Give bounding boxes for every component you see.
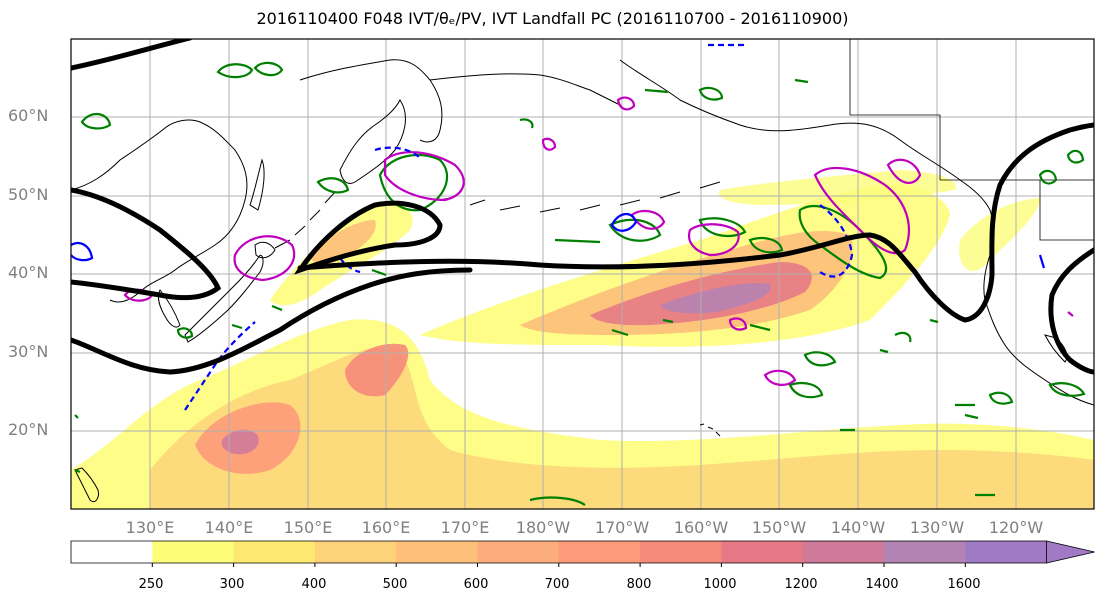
theta-e-east bbox=[1048, 247, 1094, 375]
border-canada bbox=[849, 39, 1094, 241]
coast-sakhalin bbox=[249, 158, 265, 211]
colorbar-tick-400: 400 bbox=[301, 577, 327, 592]
lat-label-50n: 50°N bbox=[8, 185, 49, 204]
lon-label-140e: 140°E bbox=[204, 518, 254, 537]
theta-e-west-loop bbox=[71, 187, 222, 301]
lat-label-20n: 20°N bbox=[8, 420, 49, 439]
lon-label-160w: 160°W bbox=[673, 518, 729, 537]
colorbar-extend-arrow bbox=[1046, 540, 1095, 564]
map-plot-area bbox=[71, 39, 1094, 509]
lon-label-130w: 130°W bbox=[909, 518, 965, 537]
colorbar-segment bbox=[233, 541, 316, 563]
colorbar-tick-1600: 1600 bbox=[947, 577, 981, 592]
lon-label-130e: 130°E bbox=[125, 518, 175, 537]
lon-label-140w: 140°W bbox=[830, 518, 886, 537]
theta-e-south bbox=[71, 267, 473, 375]
lon-label-120w: 120°W bbox=[988, 518, 1044, 537]
colorbar-segment bbox=[396, 541, 478, 563]
map-title: 2016110400 F048 IVT/θₑ/PV, IVT Landfall … bbox=[256, 9, 849, 28]
ivt-ar-core bbox=[660, 283, 771, 314]
coast-kurils bbox=[274, 191, 336, 249]
colorbar-tick-500: 500 bbox=[382, 577, 408, 592]
colorbar-segment bbox=[802, 541, 885, 563]
colorbar-tick-300: 300 bbox=[219, 577, 245, 592]
colorbar-tick-800: 800 bbox=[626, 577, 652, 592]
lon-label-170e: 170°E bbox=[440, 518, 490, 537]
colorbar-tick-250: 250 bbox=[138, 577, 164, 592]
theta-e-main bbox=[297, 122, 1094, 323]
pv-contours-magenta bbox=[123, 96, 1074, 386]
colorbar-tick-1000: 1000 bbox=[703, 577, 737, 592]
colorbar-segment bbox=[477, 541, 560, 563]
coastlines bbox=[71, 39, 1094, 503]
colorbar-tick-700: 700 bbox=[544, 577, 570, 592]
ivt-west-coast bbox=[959, 198, 1040, 271]
coast-hawaii bbox=[699, 423, 721, 437]
colorbar-segment bbox=[314, 541, 397, 563]
colorbar-segment bbox=[965, 541, 1048, 563]
coast-kamchatka bbox=[339, 99, 406, 184]
theta-e-contours bbox=[71, 39, 1094, 375]
colorbar-segment bbox=[558, 541, 641, 563]
colorbar-segment bbox=[71, 541, 153, 563]
lon-label-180w: 180°W bbox=[515, 518, 571, 537]
lat-label-30n: 30°N bbox=[8, 342, 49, 361]
colorbar-segment bbox=[721, 541, 804, 563]
pv-contours-blue bbox=[71, 43, 1046, 411]
lon-label-160e: 160°E bbox=[361, 518, 411, 537]
colorbar-segment bbox=[152, 541, 235, 563]
lat-label-40n: 40°N bbox=[8, 263, 49, 282]
lon-label-170w: 170°W bbox=[594, 518, 650, 537]
coast-korea bbox=[157, 289, 181, 328]
ivt-core-160E bbox=[345, 343, 409, 397]
colorbar-tick-1400: 1400 bbox=[865, 577, 899, 592]
coast-siberia-north bbox=[299, 59, 443, 143]
coast-hokkaido bbox=[254, 241, 276, 259]
colorbar-tick-600: 600 bbox=[463, 577, 489, 592]
coast-japan bbox=[184, 254, 264, 343]
ivt-kuril-inner bbox=[310, 220, 376, 264]
lon-label-150w: 150°W bbox=[751, 518, 807, 537]
colorbar bbox=[70, 540, 1095, 567]
colorbar-tick-1200: 1200 bbox=[784, 577, 818, 592]
ivt-core-140E-max bbox=[221, 429, 259, 455]
theta-e-kuril-loop bbox=[293, 200, 443, 275]
pv-contours-green bbox=[74, 61, 1086, 506]
map-frame bbox=[70, 38, 1095, 510]
coast-asia bbox=[71, 119, 248, 303]
coast-chukotka bbox=[429, 73, 621, 106]
lat-label-60n: 60°N bbox=[8, 106, 49, 125]
lon-label-150e: 150°E bbox=[283, 518, 333, 537]
theta-e-upper-north bbox=[71, 39, 193, 71]
philippines bbox=[74, 467, 99, 503]
colorbar-segment bbox=[640, 541, 722, 563]
colorbar-segment bbox=[884, 541, 966, 563]
